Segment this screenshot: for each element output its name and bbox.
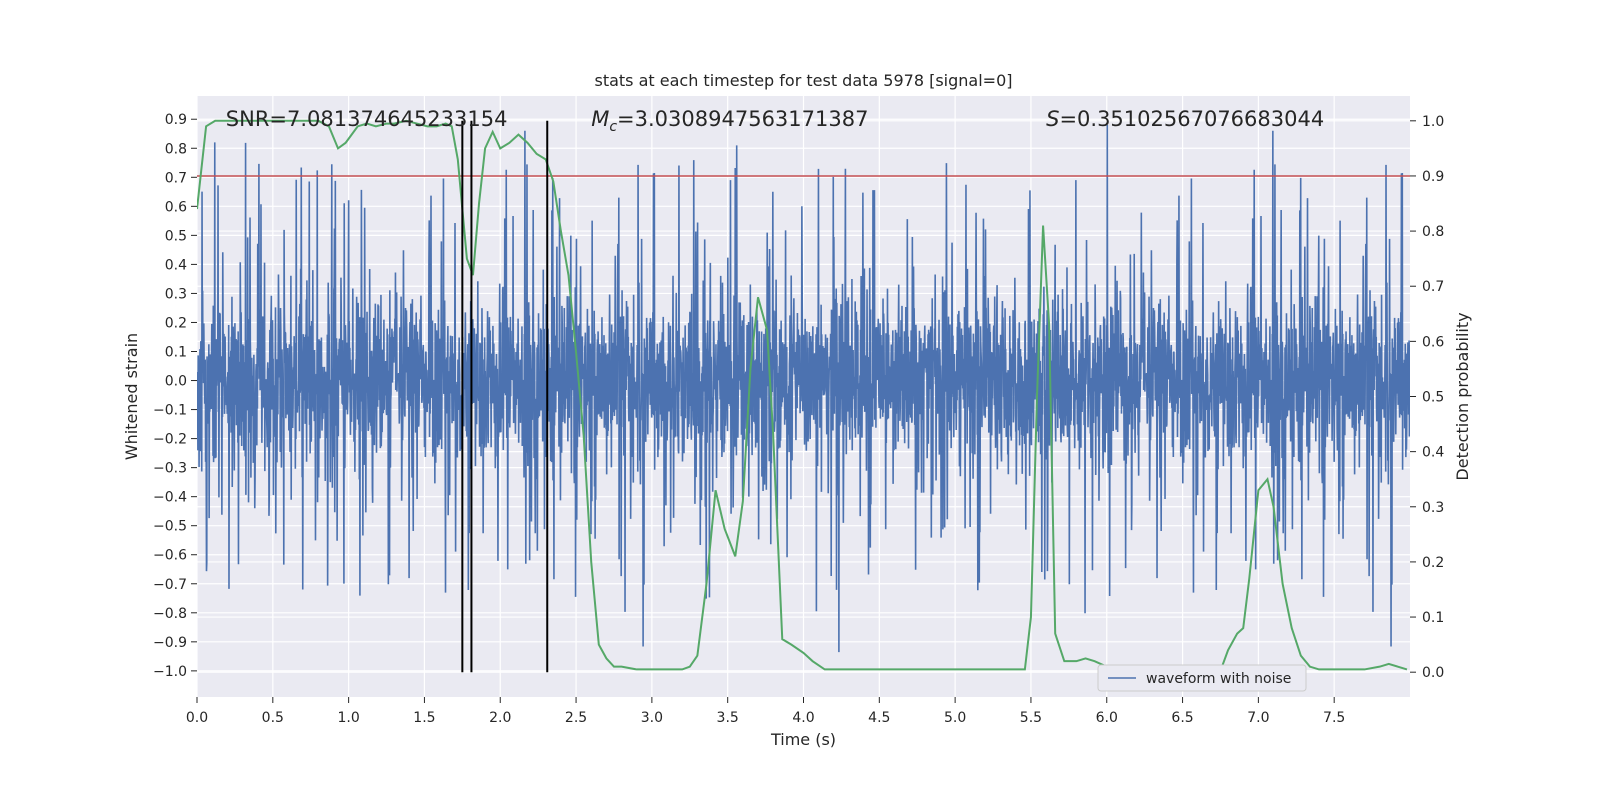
y-left-tick-label: 0.3 xyxy=(165,286,187,302)
y-right-tick-label: 0.1 xyxy=(1422,610,1444,626)
y-right-tick-label: 0.6 xyxy=(1422,334,1444,350)
y-left-tick-label: −0.4 xyxy=(153,490,187,506)
x-tick-label: 6.0 xyxy=(1096,710,1118,726)
y-right-tick-label: 0.0 xyxy=(1422,665,1444,681)
y-left-tick-label: 0.9 xyxy=(165,112,187,128)
chirp-mass-annotation: Mc=3.0308947563171387 xyxy=(591,107,868,135)
waveform-series xyxy=(197,125,1410,653)
vertical-markers xyxy=(461,120,549,673)
x-tick-label: 2.0 xyxy=(489,710,511,726)
plot-content xyxy=(197,119,1410,673)
x-tick-label: 0.0 xyxy=(186,710,208,726)
y-axis-left-label: Whitened strain xyxy=(122,333,141,460)
y-left-tick-label: −0.1 xyxy=(153,403,187,419)
legend: waveform with noise xyxy=(1097,664,1307,692)
legend-box xyxy=(1097,664,1307,692)
snr-annotation: SNR=7.081374645233154 xyxy=(226,107,508,131)
y-left-tick-label: −0.6 xyxy=(153,548,187,564)
y-left-tick-label: −0.8 xyxy=(153,606,187,622)
x-tick-label: 7.5 xyxy=(1323,710,1345,726)
chirp-mass-subscript: c xyxy=(609,119,617,135)
waveform-line xyxy=(197,125,1410,653)
y-left-tick-label: 0.4 xyxy=(165,257,187,273)
y-left-tick-label: 0.8 xyxy=(165,141,187,157)
detection-probability-line xyxy=(197,119,1408,671)
y-right-tick-label: 0.4 xyxy=(1422,445,1444,461)
x-tick-label: 1.5 xyxy=(413,710,435,726)
y-left-tick-label: 0.1 xyxy=(165,344,187,360)
y-right-tick-label: 0.8 xyxy=(1422,224,1444,240)
x-tick-label: 2.5 xyxy=(565,710,587,726)
x-tick-label: 4.5 xyxy=(868,710,890,726)
x-axis-label: Time (s) xyxy=(770,730,836,749)
y-axis-left: 0.9 0.8 0.7 0.6 0.5 0.4 0.3 0.2 0.1 0.0 −0.1 −0.2 −0… xyxy=(153,112,197,680)
y-left-tick-label: −0.5 xyxy=(153,519,187,535)
legend-entry-waveform: waveform with noise xyxy=(1146,671,1291,687)
x-tick-label: 7.0 xyxy=(1247,710,1269,726)
y-left-tick-label: 0.0 xyxy=(165,374,187,390)
chirp-mass-symbol: M xyxy=(591,107,609,131)
y-left-tick-label: −1.0 xyxy=(153,664,187,680)
y-left-tick-label: −0.2 xyxy=(153,432,187,448)
x-tick-label: 4.0 xyxy=(792,710,814,726)
x-tick-label: 5.0 xyxy=(944,710,966,726)
y-left-tick-label: 0.7 xyxy=(165,170,187,186)
score-symbol: S xyxy=(1046,107,1059,131)
y-left-tick-label: 0.5 xyxy=(165,228,187,244)
y-axis-right: 1.0 0.9 0.8 0.7 0.6 0.5 0.4 0.3 0.2 0.1 0.0 xyxy=(1410,114,1444,681)
y-right-tick-label: 0.5 xyxy=(1422,390,1444,406)
probability-series xyxy=(197,119,1408,671)
y-right-tick-label: 0.9 xyxy=(1422,169,1444,185)
x-tick-label: 0.5 xyxy=(262,710,284,726)
y-left-tick-label: −0.9 xyxy=(153,635,187,651)
y-left-tick-label: 0.6 xyxy=(165,199,187,215)
x-tick-label: 5.5 xyxy=(1020,710,1042,726)
chart-title: stats at each timestep for test data 597… xyxy=(594,71,1012,90)
y-axis-right-label: Detection probability xyxy=(1453,312,1472,480)
y-right-tick-label: 0.3 xyxy=(1422,500,1444,516)
y-right-tick-label: 0.2 xyxy=(1422,555,1444,571)
y-right-tick-label: 0.7 xyxy=(1422,279,1444,295)
y-right-tick-label: 1.0 xyxy=(1422,114,1444,130)
x-tick-label: 3.5 xyxy=(717,710,739,726)
chirp-mass-value: =3.0308947563171387 xyxy=(617,107,868,131)
x-tick-label: 1.0 xyxy=(337,710,359,726)
x-tick-label: 6.5 xyxy=(1171,710,1193,726)
score-annotation: S=0.35102567076683044 xyxy=(1046,107,1324,131)
x-tick-label: 3.0 xyxy=(641,710,663,726)
score-value: =0.35102567076683044 xyxy=(1059,107,1324,131)
y-left-tick-label: 0.2 xyxy=(165,315,187,331)
y-left-tick-label: −0.7 xyxy=(153,577,187,593)
x-axis: 0.0 0.5 1.0 1.5 2.0 2.5 3.0 3.5 4.0 4.5 5.0 5.5 6.0 6… xyxy=(186,697,1345,726)
y-left-tick-label: −0.3 xyxy=(153,461,187,477)
